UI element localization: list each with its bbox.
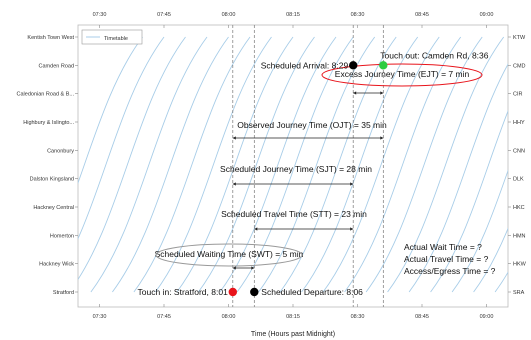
station-label-left: Hackney Central — [33, 205, 74, 211]
station-label-left: Caledonian Road & B... — [17, 92, 75, 98]
interval-arrowhead — [251, 266, 255, 270]
note-line: Access/Egress Time = ? — [404, 266, 496, 276]
interval-arrowhead — [232, 266, 236, 270]
notes: Actual Wait Time = ? Actual Travel Time =… — [404, 242, 496, 276]
interval-arrowhead — [254, 227, 258, 231]
station-label-right: HKW — [513, 262, 527, 268]
x-tick-label-top: 08:15 — [286, 12, 300, 18]
timetable-trip-line — [301, 36, 419, 293]
event-point — [349, 61, 358, 70]
timetable-trip-line — [322, 36, 440, 293]
x-tick-label-top: 08:30 — [351, 12, 365, 18]
timetable-trip-line — [133, 36, 251, 293]
station-label-left: Dalston Kingsland — [30, 177, 74, 183]
event-label: Touch out: Camden Rd, 8:36 — [380, 50, 488, 60]
timetable-trip-line — [430, 109, 508, 293]
timetable-trip-line — [78, 36, 186, 281]
legend-label: Timetable — [104, 36, 128, 42]
note-line: Actual Travel Time = ? — [404, 254, 489, 264]
timetable-trip-line — [279, 36, 397, 293]
event-points: Touch in: Stratford, 8:01 Scheduled Depar… — [138, 50, 489, 297]
interval-label: Scheduled Waiting Time (SWT) = 5 min — [155, 249, 304, 259]
timetable-trip-line — [408, 63, 508, 293]
x-axis-title: Time (Hours past Midnight) — [251, 331, 335, 338]
x-tick-label-top: 08:00 — [222, 12, 236, 18]
x-tick-label-bottom: 08:30 — [351, 314, 365, 320]
event-label: Touch in: Stratford, 8:01 — [138, 287, 229, 297]
interval-label: Scheduled Travel Time (STT) = 23 min — [221, 209, 367, 219]
x-tick-label-top: 09:00 — [480, 12, 494, 18]
station-label-left: Hackney Wick — [39, 262, 74, 268]
station-label-right: SRA — [513, 290, 525, 296]
legend: Timetable — [81, 29, 143, 45]
station-label-left: Camden Road — [39, 63, 74, 69]
station-label-left: Canonbury — [47, 148, 74, 154]
note-line: Actual Wait Time = ? — [404, 242, 482, 252]
reference-lines — [232, 25, 384, 307]
interval-arrowhead — [350, 227, 354, 231]
timetable-trip-line — [236, 36, 354, 293]
x-tick-label-bottom: 08:00 — [222, 314, 236, 320]
legend-box — [81, 29, 143, 45]
interval-label: Observed Journey Time (OJT) = 35 min — [237, 120, 387, 130]
interval-arrowhead — [350, 182, 354, 186]
station-label-right: CIR — [513, 92, 523, 98]
interval-label: Scheduled Journey Time (SJT) = 28 min — [220, 164, 372, 174]
x-tick-label-top: 07:45 — [157, 12, 171, 18]
timetable-trip-line — [219, 36, 337, 293]
timetable-trip-line — [78, 36, 143, 185]
station-label-right: KTW — [513, 35, 526, 41]
station-label-right: HKC — [513, 205, 525, 211]
axis-ticks: 07:30 07:30 07:45 07:45 08:00 08:00 08:15 08:15… — [17, 12, 527, 320]
x-tick-label-top: 08:45 — [415, 12, 429, 18]
interval-annotations: Excess Journey Time (EJT) = 7 min Observe… — [155, 63, 483, 270]
x-tick-label-bottom: 07:45 — [157, 314, 171, 320]
event-point — [379, 61, 388, 70]
interval-label: Excess Journey Time (EJT) = 7 min — [335, 69, 470, 79]
event-point — [250, 287, 259, 297]
station-label-right: HHY — [513, 120, 525, 126]
timetable-trip-line — [387, 36, 505, 293]
interval-highlight-oval — [321, 63, 483, 87]
event-point — [228, 287, 237, 297]
x-tick-label-bottom: 07:30 — [93, 314, 107, 320]
interval-highlight-oval — [155, 243, 303, 267]
station-label-left: Homerton — [50, 233, 74, 239]
timetable-lines — [78, 36, 508, 293]
timetable-trip-line — [344, 36, 462, 293]
station-label-left: Kentish Town West — [27, 35, 74, 41]
station-label-left: Highbury & Islingto... — [23, 120, 74, 126]
interval-arrowhead — [353, 91, 357, 95]
timetable-trip-line — [176, 36, 294, 293]
timetable-trip-line — [112, 36, 229, 293]
station-label-right: DLK — [513, 177, 524, 183]
interval-arrowhead — [380, 136, 384, 140]
x-tick-label-bottom: 09:00 — [480, 314, 494, 320]
interval-arrowhead — [380, 91, 384, 95]
timetable-trip-line — [473, 227, 508, 293]
timetable-trip-line — [451, 169, 508, 293]
timetable-trip-line — [494, 271, 508, 293]
interval-arrowhead — [232, 136, 236, 140]
x-tick-label-bottom: 08:15 — [286, 314, 300, 320]
x-tick-label-top: 07:30 — [93, 12, 107, 18]
timetable-trip-line — [78, 36, 165, 240]
station-label-right: CNN — [513, 148, 525, 154]
station-label-left: Stratford — [53, 290, 74, 296]
timetable-trip-line — [90, 36, 208, 293]
event-label: Scheduled Arrival: 8:29 — [261, 60, 349, 70]
timetable-trip-line — [365, 36, 483, 293]
event-label: Scheduled Departure: 8:06 — [261, 287, 363, 297]
x-tick-label-bottom: 08:45 — [415, 314, 429, 320]
interval-arrowhead — [232, 182, 236, 186]
timetable-trip-line — [198, 36, 315, 293]
station-label-right: CMD — [513, 63, 526, 69]
station-label-right: HMN — [513, 233, 526, 239]
